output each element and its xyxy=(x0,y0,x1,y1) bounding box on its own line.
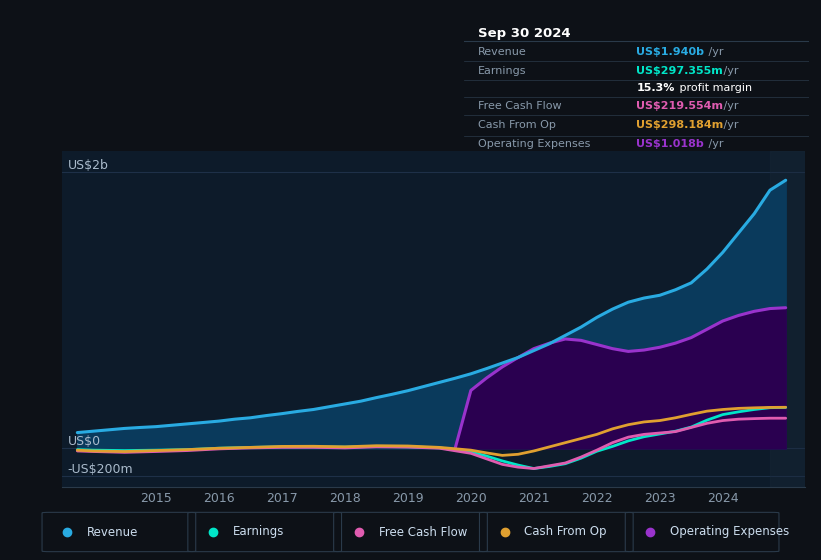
Text: /yr: /yr xyxy=(704,139,723,150)
Text: US$1.940b: US$1.940b xyxy=(636,48,704,58)
Text: US$0: US$0 xyxy=(68,436,101,449)
Text: /yr: /yr xyxy=(720,120,738,130)
Text: US$219.554m: US$219.554m xyxy=(636,101,723,111)
Text: Cash From Op: Cash From Op xyxy=(478,120,556,130)
Text: /yr: /yr xyxy=(720,101,738,111)
Text: Earnings: Earnings xyxy=(478,66,526,76)
Text: -US$200m: -US$200m xyxy=(68,463,134,476)
Text: US$1.018b: US$1.018b xyxy=(636,139,704,150)
Text: Free Cash Flow: Free Cash Flow xyxy=(478,101,562,111)
Bar xyxy=(770,151,805,487)
Text: US$298.184m: US$298.184m xyxy=(636,120,723,130)
Text: Earnings: Earnings xyxy=(233,525,284,539)
Text: Revenue: Revenue xyxy=(478,48,526,58)
Text: US$2b: US$2b xyxy=(68,159,108,172)
Text: /yr: /yr xyxy=(704,48,723,58)
Text: US$297.355m: US$297.355m xyxy=(636,66,723,76)
Text: Sep 30 2024: Sep 30 2024 xyxy=(478,27,571,40)
Text: 15.3%: 15.3% xyxy=(636,83,675,93)
Text: /yr: /yr xyxy=(720,66,738,76)
Text: Operating Expenses: Operating Expenses xyxy=(478,139,590,150)
Text: Revenue: Revenue xyxy=(87,525,138,539)
Text: profit margin: profit margin xyxy=(676,83,752,93)
Text: Operating Expenses: Operating Expenses xyxy=(670,525,790,539)
Text: Free Cash Flow: Free Cash Flow xyxy=(378,525,467,539)
Text: Cash From Op: Cash From Op xyxy=(525,525,607,539)
